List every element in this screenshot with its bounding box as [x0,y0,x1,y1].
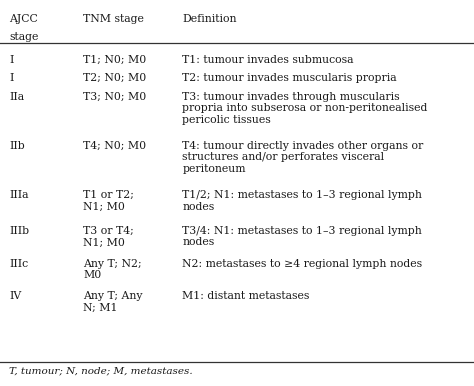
Text: AJCC: AJCC [9,14,38,24]
Text: IV: IV [9,291,22,301]
Text: I: I [9,55,14,65]
Text: T1 or T2;
N1; M0: T1 or T2; N1; M0 [83,190,134,212]
Text: IIIa: IIIa [9,190,29,200]
Text: Any T; Any
N; M1: Any T; Any N; M1 [83,291,143,313]
Text: Any T; N2;
M0: Any T; N2; M0 [83,259,142,280]
Text: T3 or T4;
N1; M0: T3 or T4; N1; M0 [83,226,134,247]
Text: N2: metastases to ≥4 regional lymph nodes: N2: metastases to ≥4 regional lymph node… [182,259,423,269]
Text: T4; N0; M0: T4; N0; M0 [83,141,146,151]
Text: T1; N0; M0: T1; N0; M0 [83,55,146,65]
Text: IIa: IIa [9,92,25,102]
Text: I: I [9,73,14,83]
Text: M1: distant metastases: M1: distant metastases [182,291,310,301]
Text: stage: stage [9,32,39,42]
Text: T1/2; N1: metastases to 1–3 regional lymph
nodes: T1/2; N1: metastases to 1–3 regional lym… [182,190,422,212]
Text: T, tumour; N, node; M, metastases.: T, tumour; N, node; M, metastases. [9,366,193,375]
Text: T3: tumour invades through muscularis
propria into subserosa or non-peritonealis: T3: tumour invades through muscularis pr… [182,92,428,125]
Text: T2: tumour invades muscularis propria: T2: tumour invades muscularis propria [182,73,397,83]
Text: TNM stage: TNM stage [83,14,144,24]
Text: Definition: Definition [182,14,237,24]
Text: T3/4: N1: metastases to 1–3 regional lymph
nodes: T3/4: N1: metastases to 1–3 regional lym… [182,226,422,247]
Text: IIIc: IIIc [9,259,28,269]
Text: IIb: IIb [9,141,25,151]
Text: T3; N0; M0: T3; N0; M0 [83,92,146,102]
Text: T4: tumour directly invades other organs or
structures and/or perforates viscera: T4: tumour directly invades other organs… [182,141,424,174]
Text: T2; N0; M0: T2; N0; M0 [83,73,146,83]
Text: IIIb: IIIb [9,226,29,236]
Text: T1: tumour invades submucosa: T1: tumour invades submucosa [182,55,354,65]
